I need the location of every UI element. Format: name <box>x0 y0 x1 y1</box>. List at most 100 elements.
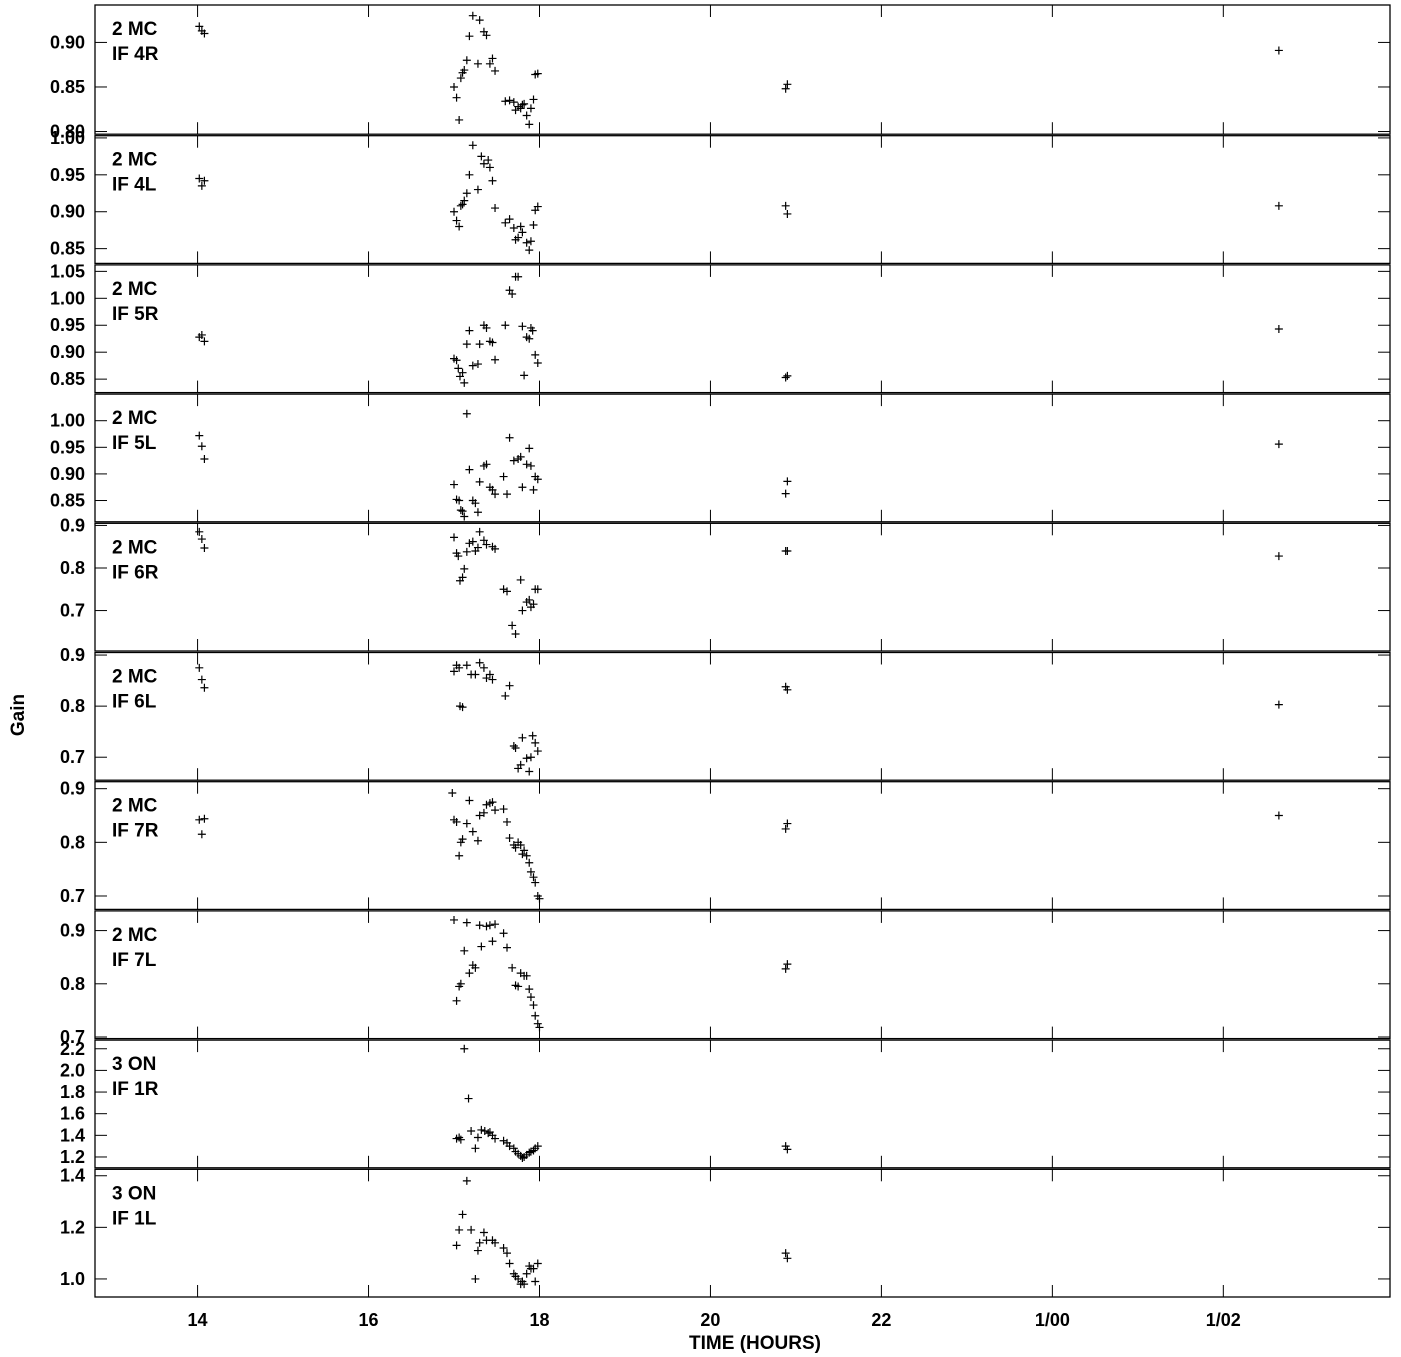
panel-label-station: 2 MC <box>112 19 158 40</box>
data-point <box>531 738 540 747</box>
data-point <box>1274 811 1283 820</box>
data-point <box>503 943 512 952</box>
y-tick-label: 0.85 <box>50 369 85 389</box>
data-point <box>465 796 474 805</box>
data-point <box>464 1094 473 1103</box>
x-tick-label: 18 <box>529 1310 549 1330</box>
data-point <box>455 663 464 672</box>
x-tick-label: 22 <box>871 1310 891 1330</box>
data-point <box>473 1246 482 1255</box>
data-point <box>462 56 471 65</box>
data-point <box>781 84 790 93</box>
y-tick-label: 0.95 <box>50 165 85 185</box>
data-point <box>533 585 542 594</box>
data-point <box>533 1019 542 1028</box>
data-point <box>509 456 518 465</box>
y-axis-title: Gain <box>8 694 29 736</box>
data-point <box>473 59 482 68</box>
y-tick-label: 0.8 <box>60 832 85 852</box>
data-point <box>200 814 209 823</box>
data-point <box>520 99 529 108</box>
data-point <box>491 355 500 364</box>
data-point <box>505 215 514 224</box>
data-point <box>783 477 792 486</box>
panel-label-if: IF 5L <box>112 433 157 454</box>
data-point <box>508 963 517 972</box>
data-point <box>477 942 486 951</box>
data-point <box>514 1274 523 1283</box>
data-point <box>452 996 461 1005</box>
data-point <box>529 600 538 609</box>
panel-label-station: 3 ON <box>112 1054 156 1075</box>
data-point <box>520 846 529 855</box>
data-point <box>514 233 523 242</box>
data-point <box>783 685 792 694</box>
x-tick-label: 16 <box>359 1310 379 1330</box>
data-point <box>488 675 497 684</box>
y-tick-label: 2.0 <box>60 1060 85 1080</box>
panel-label-if: IF 7R <box>112 821 159 842</box>
data-point <box>480 1127 489 1136</box>
data-point <box>529 873 538 882</box>
data-point <box>195 22 204 31</box>
data-point <box>488 338 497 347</box>
x-tick-label: 14 <box>188 1310 208 1330</box>
data-point <box>468 537 477 546</box>
data-point <box>499 1243 508 1252</box>
y-tick-label: 0.95 <box>50 437 85 457</box>
data-point <box>485 163 494 172</box>
data-point <box>195 527 204 536</box>
data-point <box>533 358 542 367</box>
data-point <box>514 982 523 991</box>
data-point <box>535 894 544 903</box>
data-point <box>462 189 471 198</box>
data-point <box>783 546 792 555</box>
data-point <box>482 323 491 332</box>
data-point <box>465 170 474 179</box>
data-point <box>535 1023 544 1032</box>
data-point <box>485 670 494 679</box>
x-tick-label: 1/00 <box>1035 1310 1070 1330</box>
data-point <box>456 979 465 988</box>
data-point <box>781 824 790 833</box>
data-point <box>505 1142 514 1151</box>
data-point <box>482 31 491 40</box>
data-point <box>195 431 204 440</box>
y-tick-label: 1.2 <box>60 1217 85 1237</box>
y-tick-label: 1.4 <box>60 1125 85 1145</box>
panel-label-station: 3 ON <box>112 1183 156 1204</box>
data-point <box>200 683 209 692</box>
panel-label-station: 2 MC <box>112 279 158 300</box>
data-point <box>518 322 527 331</box>
data-point <box>200 29 209 38</box>
panel-label-if: IF 4R <box>112 44 159 65</box>
data-point <box>491 490 500 499</box>
panel-label-station: 2 MC <box>112 150 158 171</box>
y-tick-label: 0.9 <box>60 921 85 941</box>
data-point <box>468 141 477 150</box>
data-point <box>531 878 540 887</box>
data-point <box>475 340 484 349</box>
data-point <box>197 830 206 839</box>
data-point <box>522 971 531 980</box>
data-point <box>525 595 534 604</box>
data-point <box>1274 552 1283 561</box>
data-point <box>465 465 474 474</box>
data-point <box>200 337 209 346</box>
data-point <box>450 82 459 91</box>
data-point <box>460 378 469 387</box>
data-point <box>468 361 477 370</box>
data-point <box>479 1228 488 1237</box>
panel-3: 0.85 0.90 0.95 1.00 1.05 2 MC IF 5R <box>50 261 1391 394</box>
panel-8: 0.7 0.8 0.9 2 MC IF 7L <box>60 910 1391 1047</box>
panel-5: 0.7 0.8 0.9 2 MC IF 6R <box>60 515 1391 652</box>
data-point <box>526 993 535 1002</box>
data-point <box>783 960 792 969</box>
data-point <box>491 204 500 213</box>
data-point <box>525 444 534 453</box>
data-point <box>452 356 461 365</box>
panel-7: 0.7 0.8 0.9 2 MC IF 7R <box>60 779 1391 911</box>
panel-label-if: IF 5R <box>112 304 159 325</box>
data-point <box>458 703 467 712</box>
